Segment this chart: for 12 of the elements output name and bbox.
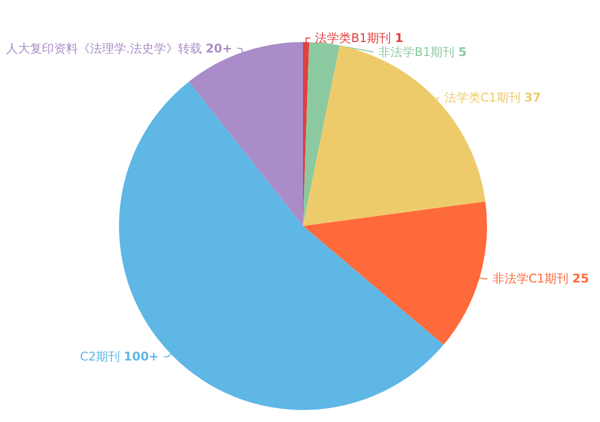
data-label: 25 [572,272,589,286]
data-label: 37 [524,90,541,105]
slice-label: 法学类C1期刊 [444,90,520,105]
data-label: 20+ [206,41,232,56]
slice-label: 非法学C1期刊 [492,272,568,286]
slice-label: C2期刊 [80,350,120,364]
slice-label: 法学类B1期刊 [315,31,392,46]
slice-label: 人大复印资料《法理学.法史学》转载 [6,41,202,56]
data-label: 1 [394,31,404,46]
data-label: 5 [458,45,467,60]
slice-label: 非法学B1期刊 [378,45,454,60]
data-label: 100+ [124,350,159,364]
